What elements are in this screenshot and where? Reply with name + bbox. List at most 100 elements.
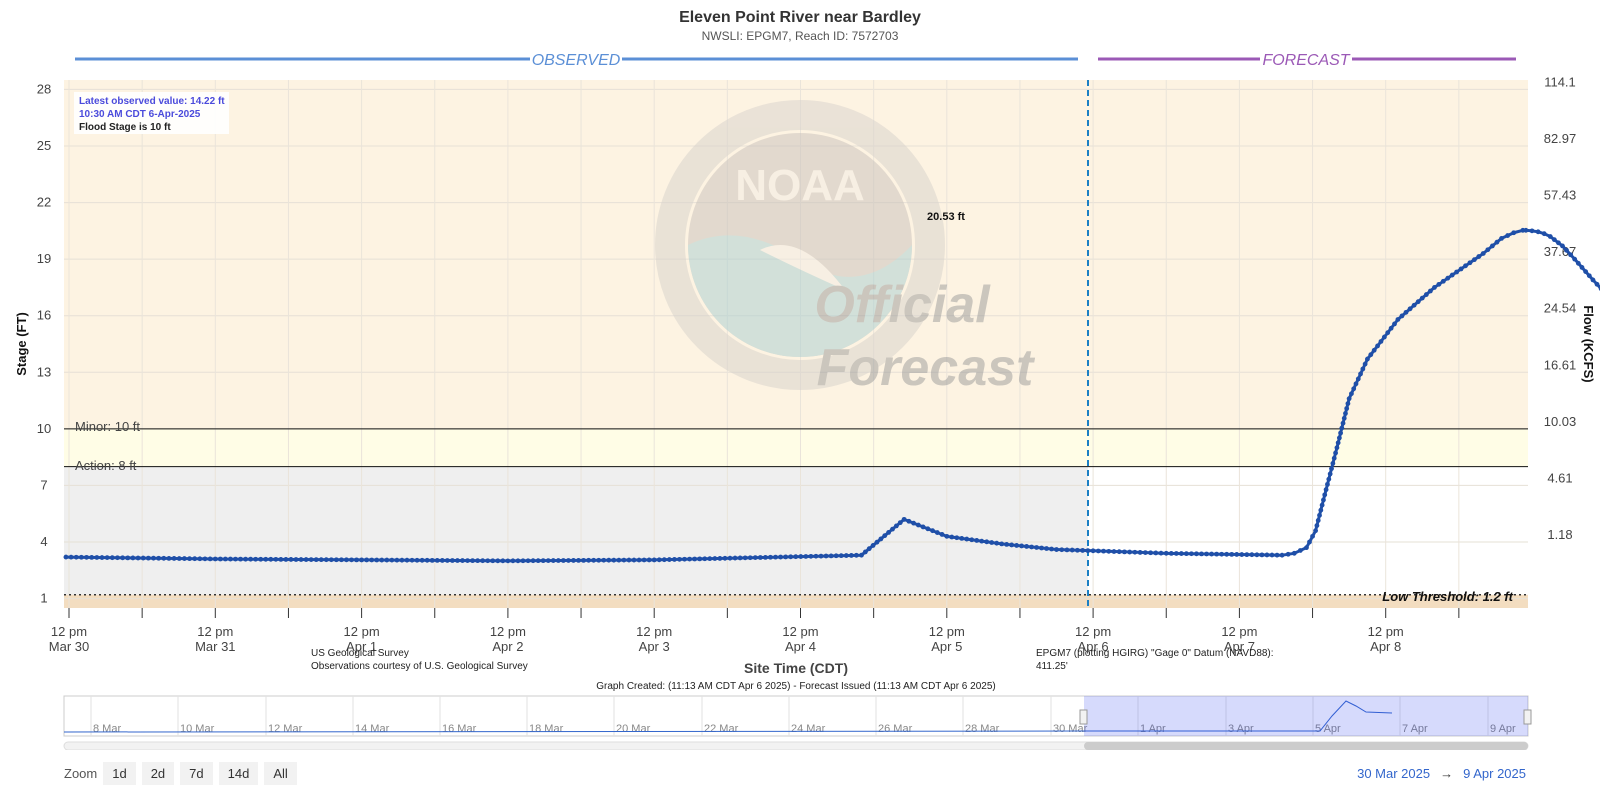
stage-point-175	[934, 530, 940, 535]
zoom-2d-button[interactable]: 2d	[141, 762, 175, 785]
stage-point-197	[1044, 546, 1049, 551]
navigator-selection[interactable]	[1084, 696, 1528, 736]
stage-point-111	[626, 557, 632, 563]
stage-point-51	[323, 557, 329, 563]
zoom-1d-button[interactable]: 1d	[103, 762, 136, 785]
stage-point-165	[890, 526, 895, 532]
stage-point-210	[1111, 549, 1117, 554]
stage-point-124	[692, 556, 698, 562]
range-to[interactable]: 9 Apr 2025	[1463, 766, 1526, 781]
navigator-tick-0: 8 Mar	[93, 723, 121, 735]
stage-point-201	[1064, 547, 1070, 553]
navigator-handle-right[interactable]	[1523, 709, 1532, 725]
navigator-tick-1: 10 Mar	[180, 723, 215, 735]
left-axis-title: Stage (FT)	[14, 312, 29, 376]
stage-point-54	[339, 557, 344, 563]
stage-point-213	[1127, 549, 1133, 555]
stage-point-171	[915, 522, 921, 528]
source-line-1: US Geological Survey	[311, 648, 409, 659]
stage-point-121	[677, 556, 682, 562]
zoom-7d-button[interactable]: 7d	[180, 762, 213, 785]
info-box-bg	[74, 92, 229, 134]
zoom-14d-button[interactable]: 14d	[218, 762, 259, 785]
stage-point-179	[954, 535, 960, 541]
stage-point-284	[1365, 356, 1370, 362]
stage-point-184	[979, 538, 985, 544]
stage-point-77	[455, 558, 460, 563]
stage-point-133	[737, 555, 743, 561]
stage-point-119	[666, 557, 672, 562]
stage-point-163	[882, 533, 888, 539]
stage-point-207	[1095, 548, 1101, 554]
navigator[interactable]: 8 Mar 10 Mar 12 Mar 14 Mar 16 Mar 18 Mar 20 Ma…	[63, 695, 1532, 750]
stage-point-226	[1194, 551, 1199, 557]
stage-point-302	[1432, 285, 1437, 290]
threshold-lines	[64, 428, 1528, 596]
stage-point-267	[1335, 440, 1341, 446]
stage-point-242	[1274, 552, 1280, 558]
stage-point-336	[1590, 277, 1596, 283]
stage-point-87	[505, 558, 511, 564]
x-tick-label-bottom-8: Apr 7	[1224, 639, 1255, 654]
stage-point-234	[1234, 552, 1240, 557]
x-tick-label-bottom-3: Apr 2	[492, 639, 523, 654]
stage-point-253	[1317, 512, 1322, 518]
navigator-tick-8: 24 Mar	[791, 723, 826, 735]
stage-point-311	[1471, 257, 1477, 263]
stage-point-102	[581, 557, 586, 563]
stage-point-160	[870, 543, 876, 548]
stage-point-273	[1343, 410, 1348, 416]
hydrograph-chart: Eleven Point River near Bardley NWSLI: E…	[14, 9, 1600, 750]
stage-point-125	[697, 556, 703, 562]
stage-point-188	[999, 541, 1005, 547]
range-from[interactable]: 30 Mar 2025	[1357, 766, 1431, 781]
chart-subtitle: NWSLI: EPGM7, Reach ID: 7572703	[702, 29, 899, 43]
stage-point-308	[1458, 266, 1464, 272]
stage-point-215	[1137, 550, 1143, 555]
stage-point-285	[1368, 352, 1374, 358]
normal-zone	[64, 466, 1088, 608]
stage-point-104	[591, 557, 597, 563]
stage-point-332	[1575, 260, 1581, 266]
forecast-label: FORECAST	[1262, 52, 1350, 69]
stage-point-155	[848, 553, 854, 558]
stage-point-326	[1551, 237, 1557, 243]
stage-point-56	[349, 557, 354, 563]
stage-point-252	[1315, 518, 1321, 523]
navigator-tick-14: 5 Apr	[1315, 723, 1341, 735]
stage-point-220	[1163, 550, 1169, 556]
stage-point-140	[773, 554, 778, 560]
stage-point-317	[1499, 236, 1504, 241]
navigator-scrollbar-thumb[interactable]	[1084, 742, 1528, 750]
stage-point-88	[510, 558, 516, 564]
stage-point-50	[318, 557, 324, 563]
stage-point-263	[1330, 461, 1336, 466]
stage-point-176	[939, 532, 945, 537]
stage-point-205	[1085, 548, 1091, 554]
stage-point-72	[429, 557, 435, 563]
x-tick-label-top-7: 12 pm	[1075, 624, 1111, 639]
stage-point-158	[862, 549, 868, 555]
stage-point-59	[364, 557, 370, 563]
navigator-frame	[63, 695, 1529, 737]
stage-point-250	[1313, 528, 1318, 534]
datum-line-1: EPGM7 (plotting HGIRG) "Gage 0" Datum (N…	[1036, 648, 1274, 659]
stage-point-225	[1189, 551, 1194, 557]
stage-point-238	[1254, 552, 1260, 558]
stage-point-64	[389, 557, 395, 563]
stage-point-99	[566, 558, 571, 563]
zoom-label: Zoom	[64, 766, 98, 781]
x-tick-label-top-4: 12 pm	[636, 624, 672, 639]
stage-point-30	[217, 556, 223, 562]
stage-point-182	[969, 537, 975, 543]
stage-point-198	[1049, 546, 1054, 552]
stage-point-264	[1331, 455, 1337, 461]
zoom-all-button[interactable]: All	[264, 762, 297, 785]
stage-point-299	[1419, 295, 1425, 301]
stage-point-329	[1564, 247, 1569, 253]
stage-point-227	[1199, 551, 1204, 557]
navigator-handle-left[interactable]	[1079, 709, 1088, 725]
stage-point-42	[278, 556, 284, 562]
stage-point-288	[1378, 339, 1384, 344]
